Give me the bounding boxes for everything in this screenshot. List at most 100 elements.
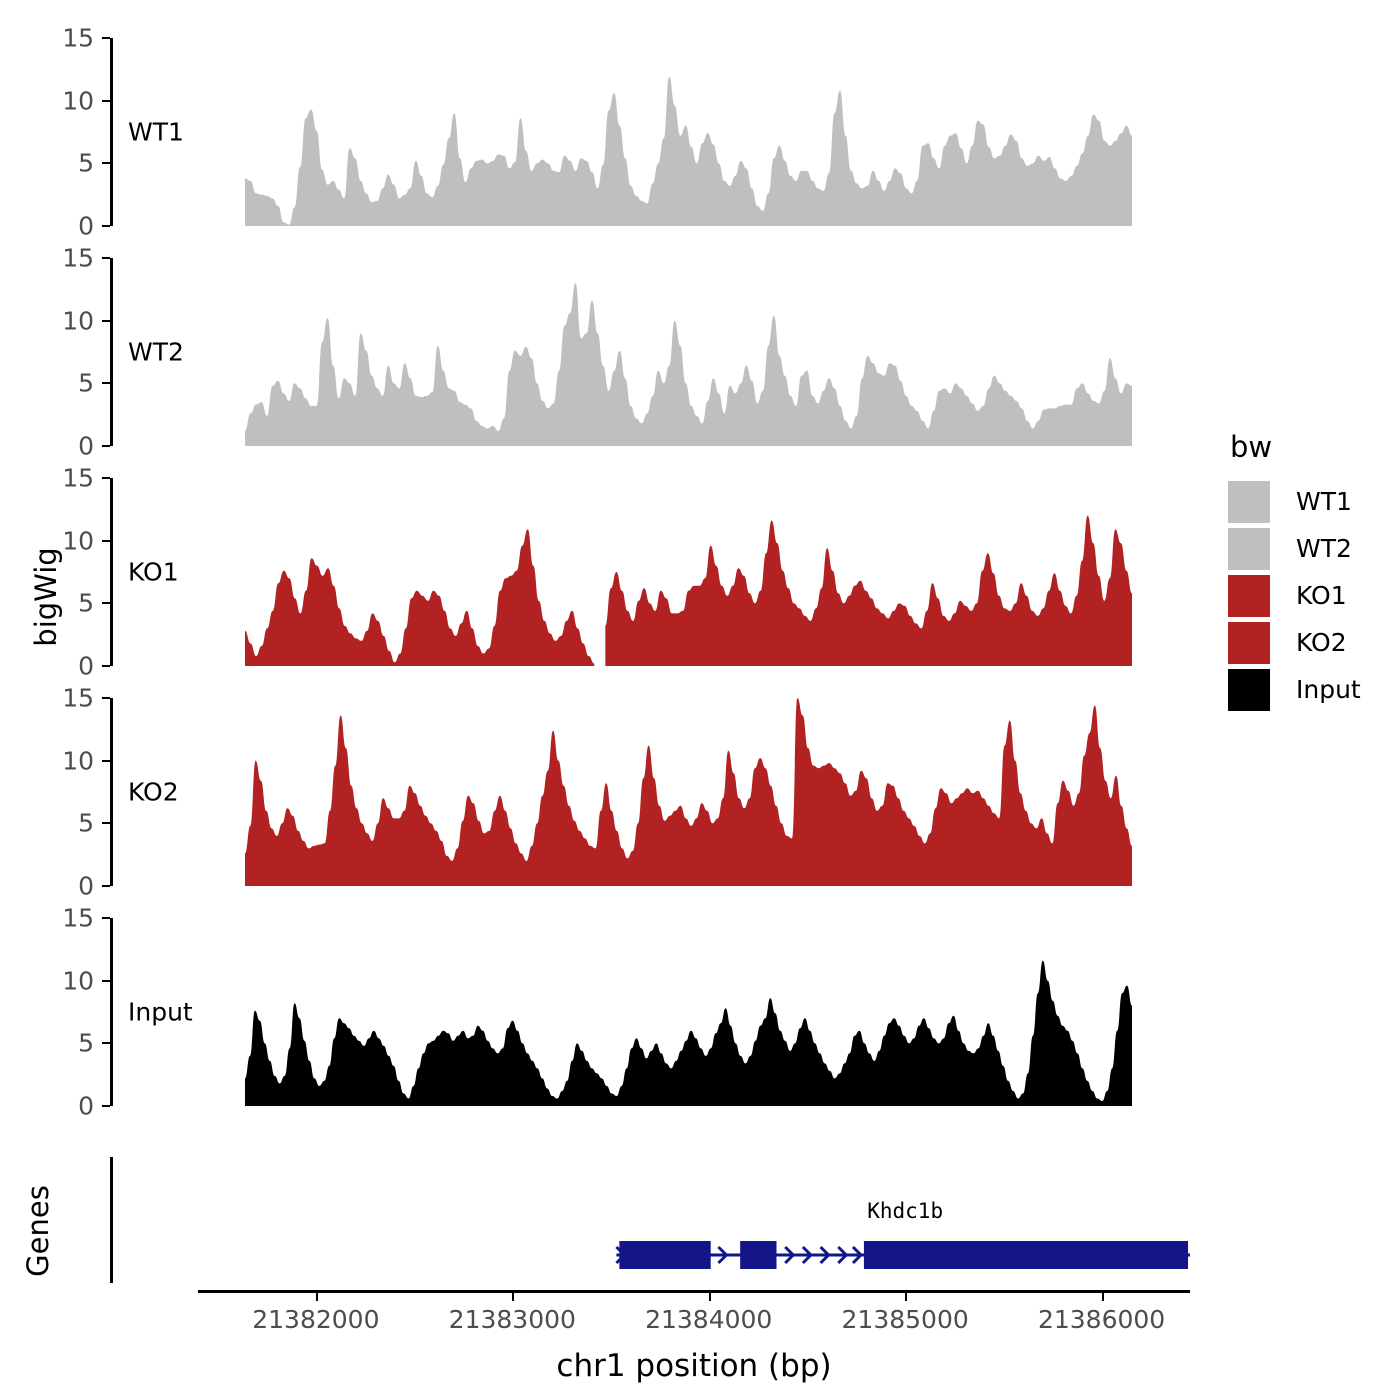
gene-name-label: Khdc1b [867, 1199, 944, 1223]
y-tick [102, 319, 110, 322]
legend-swatch-input [1228, 668, 1270, 711]
y-tick [102, 697, 110, 699]
legend-swatch-ko1 [1228, 574, 1270, 617]
legend-item-ko1[interactable]: KO1 [1228, 572, 1361, 619]
track-label-ko2: KO2 [128, 777, 179, 807]
y-tick [102, 477, 110, 479]
x-tick [315, 1293, 318, 1301]
track-panel-wt2: 0 5 10 15 WT2 [62, 244, 1152, 461]
legend-item-ko2[interactable]: KO2 [1228, 619, 1361, 666]
y-tick [102, 822, 110, 825]
legend-label-ko2: KO2 [1296, 628, 1347, 657]
legend-item-input[interactable]: Input [1228, 666, 1361, 713]
gene-exon [740, 1241, 777, 1269]
y-tick [102, 665, 110, 667]
y-tick-label: 15 [62, 463, 94, 493]
y-axis-line [110, 918, 113, 1106]
track-panel-ko2: 0 5 10 15 KO2 [62, 684, 1152, 901]
track-label-ko1: KO1 [128, 557, 179, 587]
x-axis-line [198, 1290, 1190, 1293]
track-label-wt2: WT2 [128, 337, 184, 367]
y-tick [102, 602, 110, 605]
x-tick-label: 21384000 [645, 1305, 773, 1334]
track-area-input [245, 960, 1132, 1106]
x-tick [905, 1293, 908, 1301]
track-area-wt2 [245, 283, 1132, 446]
track-panel-wt1: 0 5 10 15 WT1 [62, 24, 1152, 241]
y-tick [102, 979, 110, 982]
legend: bw WT1 WT2 KO1 KO2 Input [1228, 430, 1361, 713]
y-axis-line [110, 38, 113, 226]
y-tick-label: 10 [62, 746, 94, 776]
track-label-input: Input [128, 997, 193, 1027]
gene-direction-arrow [837, 1245, 849, 1265]
x-tick-label: 21383000 [448, 1305, 576, 1334]
x-tick [708, 1293, 711, 1301]
gene-direction-arrow [717, 1245, 729, 1265]
legend-title: bw [1230, 430, 1273, 464]
x-tick-label: 21382000 [252, 1305, 380, 1334]
y-tick-label: 5 [78, 808, 94, 838]
track-area-wt1 [245, 76, 1132, 226]
gene-exon [863, 1241, 1189, 1269]
y-tick [102, 162, 110, 165]
y-axis-line [110, 478, 113, 666]
y-tick [102, 1105, 110, 1107]
y-axis-line [110, 258, 113, 446]
legend-label-ko1: KO1 [1296, 581, 1347, 610]
legend-item-wt1[interactable]: WT1 [1228, 478, 1361, 525]
y-tick-label: 10 [62, 86, 94, 116]
track-area-ko2 [245, 698, 1132, 886]
x-axis-title: chr1 position (bp) [556, 1348, 832, 1384]
gene-direction-arrow [801, 1245, 814, 1265]
legend-items: WT1 WT2 KO1 KO2 Input [1228, 478, 1361, 713]
x-tick [1101, 1293, 1104, 1301]
y-tick [102, 885, 110, 887]
y-tick [102, 917, 110, 919]
gene-model [615, 1241, 1190, 1269]
legend-item-wt2[interactable]: WT2 [1228, 525, 1361, 572]
x-tick-label: 21386000 [1037, 1305, 1166, 1334]
y-axis-line [110, 698, 113, 886]
y-tick-label: 5 [78, 1028, 94, 1058]
gene-exon [619, 1241, 711, 1269]
y-tick-label: 5 [78, 368, 94, 398]
y-tick-label: 0 [78, 431, 94, 461]
y-tick [102, 382, 110, 385]
y-tick [102, 445, 110, 447]
gene-direction-arrow [851, 1245, 864, 1265]
y-tick-label: 15 [62, 243, 94, 273]
gene-direction-arrow [819, 1245, 831, 1265]
genes-axis-title: Genes [21, 1185, 55, 1277]
gene-track-panel: Khdc1b [110, 1157, 1192, 1283]
y-tick-label: 15 [62, 903, 94, 933]
legend-swatch-ko2 [1228, 621, 1270, 664]
y-tick [102, 257, 110, 259]
gene-track-axis-line [110, 1157, 113, 1283]
legend-swatch-wt2 [1228, 527, 1270, 570]
y-tick-label: 0 [78, 1091, 94, 1121]
track-panel-ko1: 0 5 10 15 KO1 [62, 464, 1152, 681]
y-tick [102, 37, 110, 39]
x-tick [512, 1293, 515, 1301]
track-label-wt1: WT1 [128, 117, 184, 147]
track-panel-input: 0 5 10 15 Input [62, 904, 1152, 1121]
legend-label-wt2: WT2 [1296, 534, 1352, 563]
x-tick-label: 21385000 [841, 1305, 969, 1334]
y-tick-label: 0 [78, 871, 94, 901]
y-tick-label: 10 [62, 306, 94, 336]
y-tick [102, 225, 110, 227]
y-tick-label: 15 [62, 23, 94, 53]
y-tick-label: 10 [62, 526, 94, 556]
track-area-ko1 [245, 515, 1132, 666]
y-tick-label: 10 [62, 966, 94, 996]
legend-label-input: Input [1296, 675, 1361, 704]
legend-label-wt1: WT1 [1296, 487, 1352, 516]
y-tick [102, 539, 110, 542]
y-tick-label: 15 [62, 683, 94, 713]
y-tick-label: 0 [78, 211, 94, 241]
y-tick [102, 99, 110, 102]
y-tick [102, 759, 110, 762]
y-tick [102, 1042, 110, 1045]
gene-direction-arrow [784, 1245, 796, 1265]
